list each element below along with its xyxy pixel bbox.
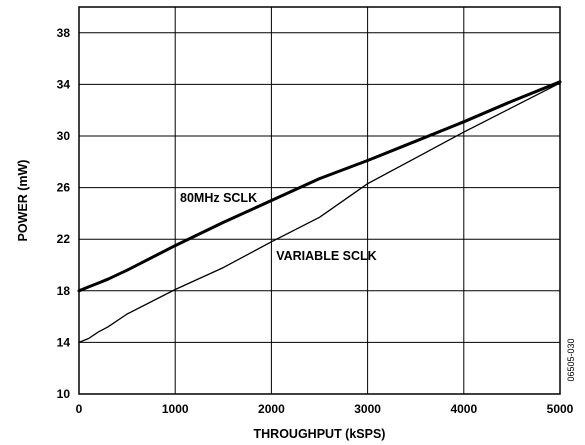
x-tick-label: 0 [76,402,83,416]
plot-frame [78,6,561,395]
y-tick-label: 14 [57,335,71,349]
y-tick-labels: 10 14 18 22 26 30 34 38 [57,26,71,401]
x-tick-label: 3000 [354,402,381,416]
x-tick-label: 4000 [450,402,477,416]
series-line-variable-sclk [78,82,561,344]
y-tick-label: 30 [57,129,71,143]
line-annotations: 80MHz SCLK VARIABLE SCLK [180,191,377,263]
series-annotation: VARIABLE SCLK [276,249,376,263]
x-tick-label: 1000 [162,402,189,416]
series-annotation: 80MHz SCLK [180,191,257,205]
y-tick-label: 10 [57,387,71,401]
y-tick-label: 22 [57,232,71,246]
x-tick-labels: 0 1000 2000 3000 4000 5000 [76,402,574,416]
y-axis-label: POWER (mW) [16,160,30,242]
series-lines [77,80,562,344]
y-tick-label: 34 [57,77,71,91]
x-axis-label: THROUGHPUT (kSPS) [254,427,386,441]
series-line-80mhz-sclk [77,80,562,293]
grid-lines [78,7,561,395]
y-tick-label: 38 [57,26,71,40]
x-tick-label: 5000 [547,402,574,416]
y-tick-label: 18 [57,284,71,298]
figure-id: 06505-030 [566,338,576,381]
y-tick-label: 26 [57,181,71,195]
x-tick-label: 2000 [258,402,285,416]
